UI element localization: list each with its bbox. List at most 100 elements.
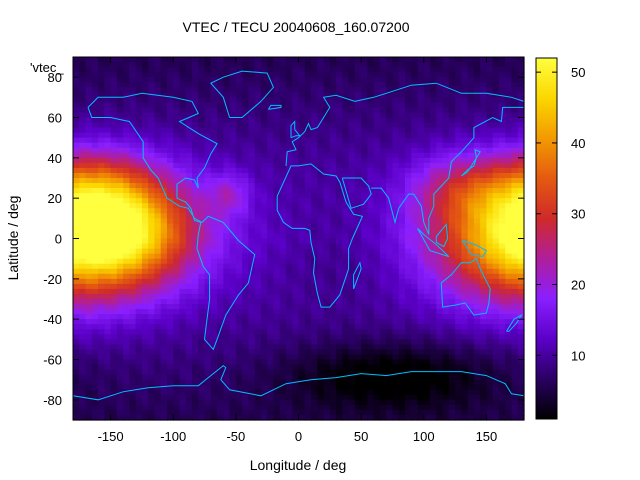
heatmap-cell bbox=[192, 62, 199, 68]
heatmap-cell bbox=[279, 283, 287, 290]
heatmap-cell bbox=[336, 248, 343, 255]
heatmap-cell bbox=[448, 364, 456, 371]
heatmap-cell bbox=[480, 223, 488, 230]
heatmap-cell bbox=[361, 364, 369, 371]
heatmap-cell bbox=[210, 203, 218, 209]
heatmap-cell bbox=[123, 82, 130, 88]
heatmap-cell bbox=[85, 198, 93, 204]
heatmap-cell bbox=[448, 142, 456, 149]
heatmap-cell bbox=[430, 188, 437, 194]
heatmap-cell bbox=[361, 147, 369, 154]
heatmap-cell bbox=[442, 253, 450, 260]
heatmap-cell bbox=[417, 293, 425, 300]
heatmap-cell bbox=[336, 399, 343, 406]
heatmap-cell bbox=[361, 137, 369, 144]
heatmap-cell bbox=[141, 132, 149, 139]
heatmap-cell bbox=[235, 77, 243, 83]
heatmap-cell bbox=[185, 223, 193, 230]
heatmap-cell bbox=[480, 228, 488, 235]
heatmap-cell bbox=[430, 167, 437, 174]
heatmap-cell bbox=[361, 178, 369, 184]
heatmap-cell bbox=[273, 304, 281, 310]
heatmap-cell bbox=[267, 208, 275, 214]
heatmap-cell bbox=[442, 344, 450, 351]
heatmap-cell bbox=[223, 67, 231, 73]
heatmap-cell bbox=[242, 147, 249, 154]
heatmap-cell bbox=[430, 208, 437, 214]
heatmap-cell bbox=[73, 283, 80, 290]
heatmap-cell bbox=[217, 203, 224, 209]
heatmap-cell bbox=[379, 147, 387, 154]
heatmap-cell bbox=[173, 299, 181, 305]
heatmap-cell bbox=[373, 162, 381, 169]
heatmap-cell bbox=[448, 258, 456, 265]
heatmap-cell bbox=[498, 72, 506, 78]
heatmap-cell bbox=[373, 293, 381, 300]
heatmap-cell bbox=[336, 233, 343, 240]
heatmap-cell bbox=[311, 374, 318, 381]
heatmap-cell bbox=[442, 147, 450, 154]
heatmap-cell bbox=[517, 102, 525, 109]
heatmap-cell bbox=[505, 243, 513, 250]
heatmap-cell bbox=[110, 344, 118, 351]
heatmap-cell bbox=[248, 102, 256, 109]
heatmap-cell bbox=[148, 82, 156, 88]
heatmap-cell bbox=[455, 188, 462, 194]
heatmap-cell bbox=[85, 213, 93, 219]
heatmap-cell bbox=[486, 359, 494, 366]
heatmap-cell bbox=[298, 314, 306, 320]
heatmap-cell bbox=[73, 62, 80, 68]
heatmap-cell bbox=[480, 67, 488, 73]
heatmap-cell bbox=[448, 97, 456, 103]
heatmap-cell bbox=[141, 344, 149, 351]
heatmap-cell bbox=[204, 92, 212, 98]
heatmap-cell bbox=[179, 404, 187, 411]
heatmap-cell bbox=[329, 319, 337, 325]
heatmap-cell bbox=[91, 167, 99, 174]
heatmap-cell bbox=[354, 82, 362, 88]
heatmap-cell bbox=[342, 178, 350, 184]
heatmap-cell bbox=[204, 198, 212, 204]
heatmap-cell bbox=[179, 157, 187, 164]
heatmap-cell bbox=[192, 349, 199, 356]
heatmap-cell bbox=[110, 293, 118, 300]
heatmap-cell bbox=[98, 238, 105, 245]
heatmap-cell bbox=[398, 339, 406, 345]
heatmap-cell bbox=[467, 354, 475, 361]
heatmap-cell bbox=[373, 117, 381, 124]
heatmap-cell bbox=[492, 67, 500, 73]
heatmap-cell bbox=[135, 107, 143, 114]
heatmap-cell bbox=[192, 167, 199, 174]
heatmap-cell bbox=[229, 243, 237, 250]
heatmap-cell bbox=[386, 87, 394, 93]
heatmap-cell bbox=[517, 72, 525, 78]
heatmap-cell bbox=[110, 107, 118, 114]
heatmap-cell bbox=[129, 102, 137, 109]
heatmap-cell bbox=[223, 359, 231, 366]
heatmap-cell bbox=[267, 364, 275, 371]
heatmap-cell bbox=[160, 72, 168, 78]
heatmap-cell bbox=[154, 97, 162, 103]
heatmap-cell bbox=[298, 223, 306, 230]
heatmap-cell bbox=[173, 354, 181, 361]
heatmap-cell bbox=[267, 253, 275, 260]
heatmap-cell bbox=[267, 147, 275, 154]
heatmap-cell bbox=[192, 319, 199, 325]
heatmap-cell bbox=[217, 399, 224, 406]
heatmap-cell bbox=[292, 228, 300, 235]
heatmap-cell bbox=[392, 334, 400, 340]
heatmap-cell bbox=[467, 344, 475, 351]
heatmap-cell bbox=[342, 354, 350, 361]
heatmap-cell bbox=[473, 213, 481, 219]
heatmap-cell bbox=[448, 198, 456, 204]
heatmap-cell bbox=[91, 107, 99, 114]
heatmap-cell bbox=[348, 198, 356, 204]
heatmap-cell bbox=[448, 344, 456, 351]
heatmap-cell bbox=[448, 349, 456, 356]
heatmap-cell bbox=[179, 213, 187, 219]
heatmap-cell bbox=[129, 228, 137, 235]
heatmap-cell bbox=[248, 218, 256, 224]
heatmap-cell bbox=[223, 283, 231, 290]
heatmap-cell bbox=[148, 253, 156, 260]
heatmap-cell bbox=[448, 359, 456, 366]
